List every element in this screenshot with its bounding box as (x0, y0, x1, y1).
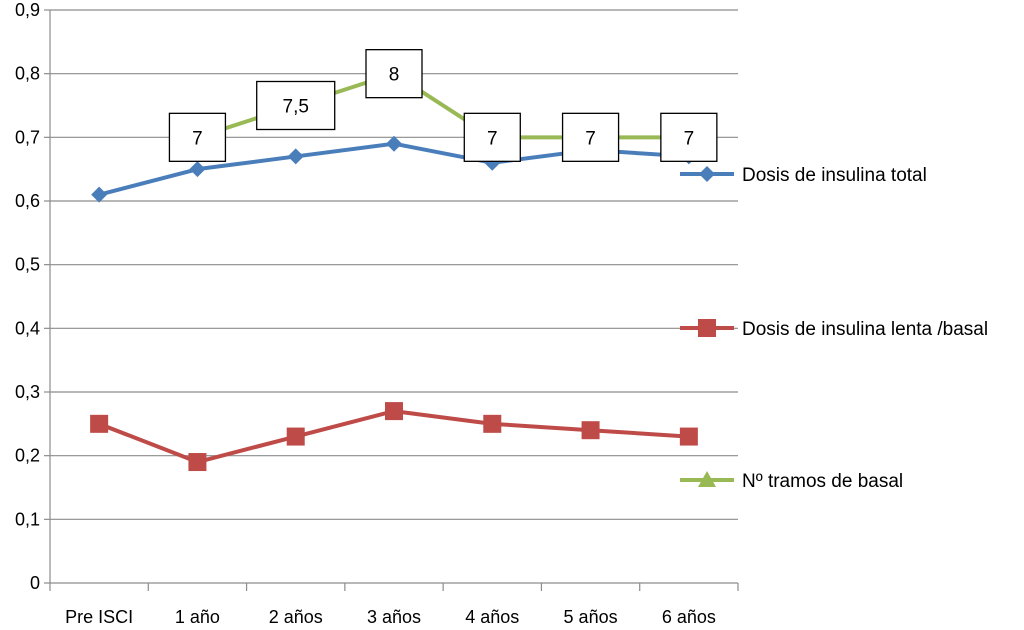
data-label-text: 7 (684, 128, 695, 149)
x-tick-label: Pre ISCI (65, 607, 133, 627)
x-tick-label: 4 años (465, 607, 519, 627)
legend-label: Dosis de insulina lenta /basal (742, 319, 988, 340)
data-labels: 7 7,5 8 7 7 7 (168, 49, 718, 162)
data-point (386, 135, 402, 152)
data-label: 8 (365, 49, 423, 99)
data-point (188, 453, 207, 472)
x-tick-label: 3 años (367, 607, 421, 627)
data-label-text: 7,5 (283, 97, 309, 118)
legend-entry: Nº tramos de basal (680, 471, 903, 492)
data-point (287, 148, 304, 165)
legend-entry: Dosis de insulina lenta /basal (680, 319, 988, 340)
x-tick-label: 2 años (269, 607, 323, 627)
y-tick-label: 0,7 (15, 127, 40, 147)
series-markers (90, 135, 698, 472)
y-tick-label: 0,9 (15, 0, 40, 20)
data-point (679, 427, 698, 446)
y-tick-label: 0,3 (15, 382, 40, 402)
data-point (483, 414, 502, 433)
legend: Dosis de insulina total Dosis de insulina… (680, 165, 988, 492)
data-label: 7 (168, 112, 227, 162)
x-axis-ticks: Pre ISCI 1 año 2 años 3 años 4 años 5 años 6 a… (49, 583, 739, 627)
legend-marker (698, 471, 716, 487)
legend-label: Nº tramos de basal (742, 471, 903, 492)
data-label: 7 (463, 112, 521, 162)
x-tick-label: 6 años (662, 607, 716, 627)
data-label-text: 7 (487, 128, 498, 149)
data-label: 7,5 (256, 80, 336, 131)
grid-lines (50, 9, 738, 520)
data-point (91, 186, 108, 203)
data-point (90, 414, 109, 433)
y-tick-label: 0,5 (15, 255, 40, 275)
data-label: 7 (561, 112, 620, 162)
data-point (385, 402, 403, 421)
data-label-box (463, 112, 521, 162)
data-label: 7 (660, 112, 718, 162)
x-tick-label: 5 años (564, 607, 618, 627)
data-point (286, 427, 305, 446)
y-tick-label: 0,8 (15, 64, 40, 84)
data-label-box (365, 49, 423, 99)
y-tick-label: 0,4 (15, 318, 40, 338)
legend-marker (698, 319, 716, 337)
y-axis-ticks: 0 0,1 0,2 0,3 0,4 0,5 0,6 0,7 0,8 0,9 (15, 0, 50, 593)
data-label-box (561, 112, 620, 162)
data-point (581, 421, 600, 440)
y-tick-label: 0,2 (15, 446, 40, 466)
data-label-box (660, 112, 718, 162)
y-tick-label: 0,1 (15, 509, 40, 529)
data-label-box (256, 80, 336, 131)
legend-marker (699, 166, 715, 182)
legend-entry: Dosis de insulina total (680, 165, 927, 186)
legend-label: Dosis de insulina total (742, 165, 927, 186)
axes (49, 10, 738, 584)
data-point (189, 161, 206, 178)
y-tick-label: 0 (30, 573, 40, 593)
y-tick-label: 0,6 (15, 191, 40, 211)
data-label-box (168, 112, 227, 162)
x-tick-label: 1 año (175, 607, 220, 627)
data-label-text: 7 (192, 128, 203, 149)
data-label-text: 8 (389, 65, 400, 86)
data-label-text: 7 (585, 128, 596, 149)
